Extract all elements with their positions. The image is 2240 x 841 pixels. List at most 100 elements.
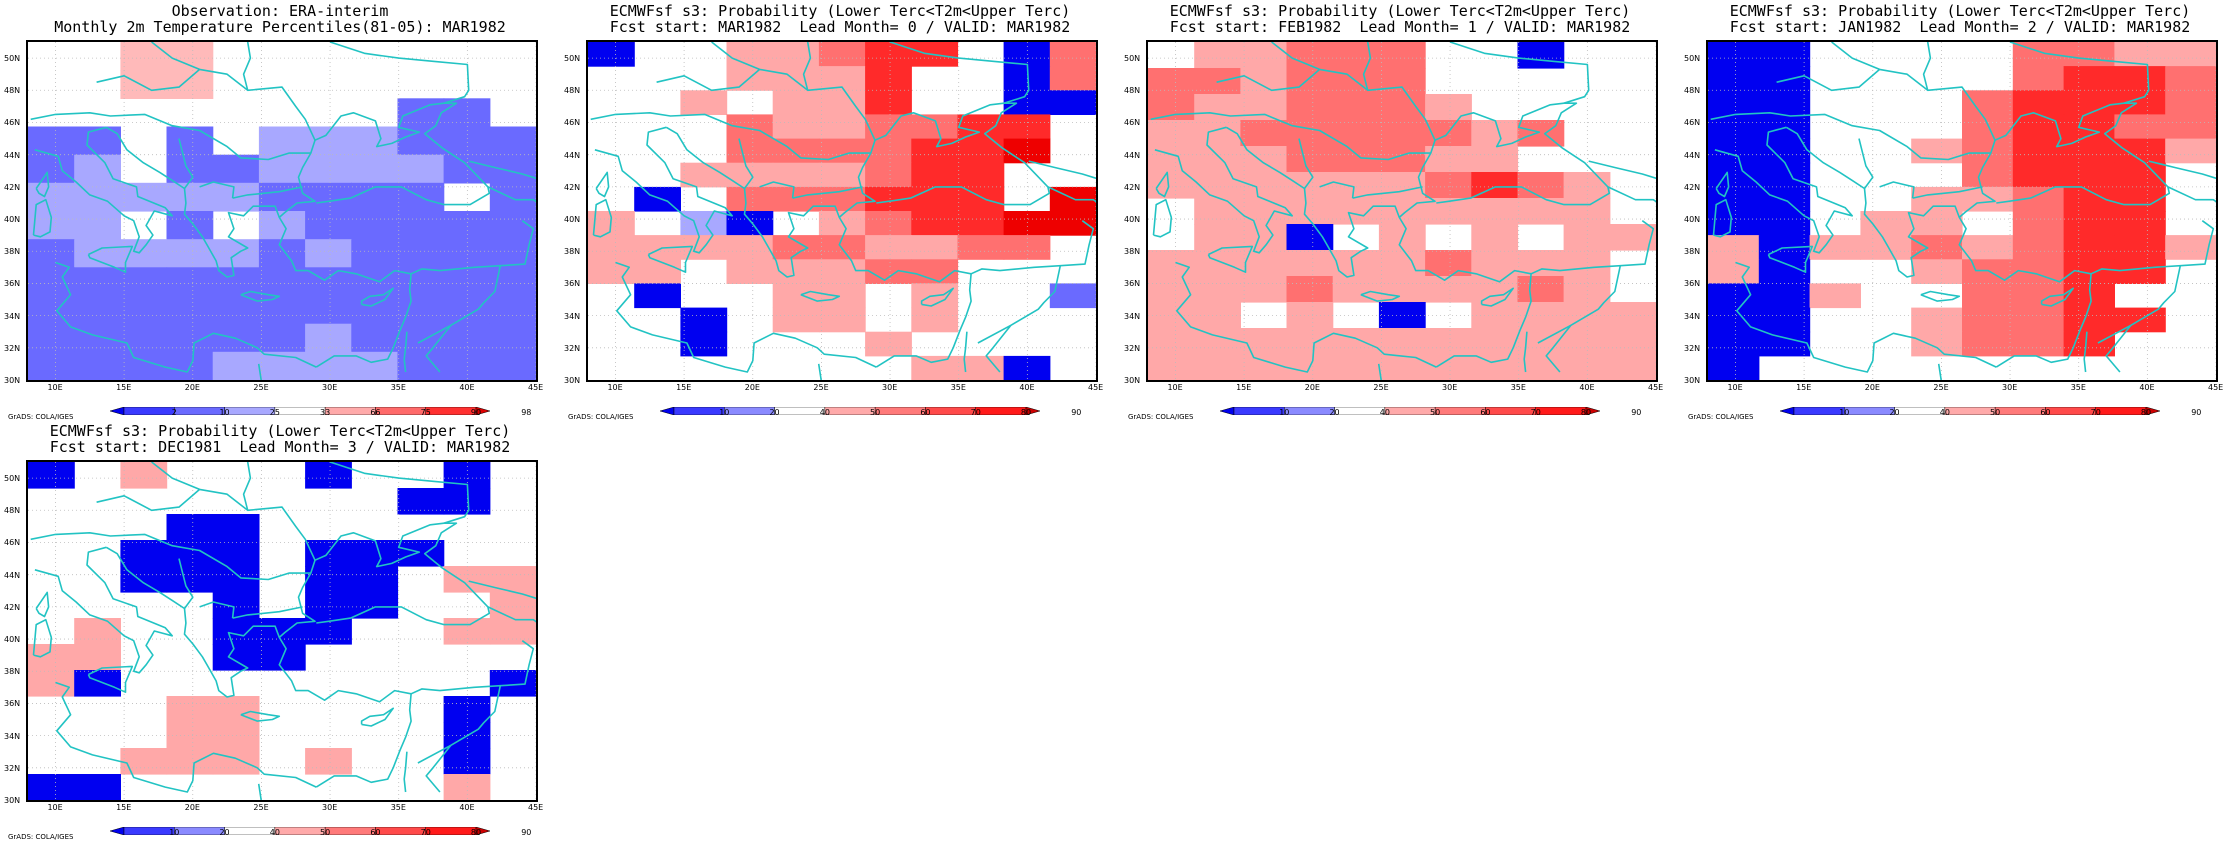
shaded-grid-cell — [166, 748, 214, 775]
lat-tick-label: 50N — [4, 54, 21, 64]
coastline — [30, 112, 311, 161]
shaded-grid-cell — [397, 239, 445, 268]
lat-tick-label: 46N — [4, 118, 21, 128]
panel-lead-2: ECMWFsf s3: Probability (Lower Terc<T2m<… — [1680, 0, 2240, 422]
shaded-grid-cell — [818, 283, 866, 309]
shaded-grid-cell — [1378, 328, 1426, 355]
coastline — [1480, 287, 1515, 307]
colorbar-tick-label: 90 — [1631, 408, 1642, 417]
shaded-grid-cell — [1471, 120, 1519, 147]
shaded-grid-cell — [911, 114, 959, 140]
colorbar-tick-label: 10 — [169, 828, 180, 837]
coastline — [1920, 290, 1961, 302]
coastline — [1271, 42, 1320, 71]
colorbar-swatch — [475, 826, 491, 836]
shaded-grid-cell — [1911, 186, 1963, 212]
coastline — [1879, 181, 1915, 199]
lat-tick-label: 40N — [1684, 215, 1701, 225]
shaded-grid-cell — [74, 644, 121, 671]
shaded-grid-cell — [74, 351, 121, 380]
colorbar-svg — [1219, 406, 1601, 416]
shaded-grid-cell — [1517, 276, 1565, 303]
shaded-grid-cell — [1609, 354, 1656, 380]
shaded-grid-cell — [1609, 328, 1656, 355]
shaded-grid-cell — [305, 566, 352, 593]
coastline — [450, 265, 502, 326]
shaded-grid-cell — [772, 283, 820, 309]
shaded-grid-cell — [397, 211, 445, 240]
lat-tick-label: 32N — [4, 343, 21, 353]
coastline — [1319, 181, 1355, 199]
shaded-grid-cell — [258, 239, 306, 268]
coastline — [1362, 42, 1372, 91]
shaded-grid-cell — [2114, 259, 2166, 284]
shaded-grid-cell — [1286, 302, 1334, 329]
coastline — [977, 324, 1012, 344]
shaded-grid-cell — [865, 138, 912, 164]
lat-tick-label: 50N — [4, 474, 21, 484]
shaded-grid-cell — [1758, 331, 1811, 357]
coastline — [889, 42, 1030, 104]
colorbar-tick-label: 80 — [1580, 408, 1592, 417]
shaded-grid-cell — [1378, 172, 1426, 199]
colorbar-swatch — [1585, 406, 1601, 416]
lat-tick-label: 38N — [564, 247, 581, 257]
shaded-grid-cell — [1911, 307, 1963, 333]
shaded-grid-cell — [443, 239, 491, 268]
shaded-grid-cell — [1003, 355, 1051, 380]
lon-tick-label: 40E — [1019, 383, 1035, 392]
shaded-grid-cell — [1240, 354, 1288, 380]
shaded-grid-cell — [443, 267, 491, 297]
shaded-grid-cell — [2063, 331, 2115, 357]
shaded-grid-cell — [120, 540, 168, 567]
shaded-grid-cell — [865, 42, 912, 67]
coastline — [403, 751, 408, 793]
colorbar-tick-label: 90 — [2191, 408, 2202, 417]
lon-tick-label: 20E — [184, 383, 200, 392]
shaded-grid-cell — [1471, 146, 1519, 173]
shaded-grid-cell — [489, 618, 536, 645]
colorbar-svg — [109, 826, 491, 836]
shaded-grid-cell — [351, 239, 399, 268]
shaded-grid-cell — [957, 138, 1005, 164]
coastline — [2009, 42, 2150, 104]
colorbar: 2 10 25 33 66 75 90 98 — [109, 400, 531, 417]
shaded-grid-cell — [2012, 66, 2065, 91]
lon-tick-label: 30E — [882, 383, 898, 392]
coastline — [417, 744, 452, 764]
colorbar-tick-label: 10 — [1839, 408, 1850, 417]
shaded-grid-cell — [212, 618, 260, 645]
coastline — [487, 186, 536, 203]
shaded-grid-cell — [2012, 162, 2065, 188]
colorbar-tick-label: 40 — [819, 408, 830, 417]
shaded-grid-cell — [351, 540, 399, 567]
grads-credit: GrADS: COLA/IGES — [8, 833, 74, 841]
lon-tick-label: 15E — [676, 383, 692, 392]
lat-tick-label: 36N — [564, 279, 581, 289]
colorbar-tick-label: 70 — [970, 408, 981, 417]
coastline — [178, 558, 194, 609]
colorbar-tick-label: 98 — [521, 408, 532, 417]
coastline — [30, 532, 311, 581]
shaded-grid-cell — [166, 323, 214, 353]
coastline — [96, 488, 316, 561]
shaded-grid-cell — [305, 295, 352, 325]
lat-tick-label: 44N — [1684, 150, 1701, 160]
shaded-grid-cell — [1286, 94, 1334, 121]
map-frame — [1706, 40, 2218, 382]
colorbar-tick-label: 60 — [1480, 408, 1491, 417]
colorbar-svg — [1779, 406, 2161, 416]
coastline — [199, 601, 235, 619]
coastline — [242, 42, 252, 91]
shaded-grid-cell — [1758, 90, 1811, 115]
shaded-grid-cell — [818, 114, 866, 140]
shaded-grid-cell — [2063, 211, 2115, 236]
shaded-grid-cell — [74, 323, 121, 353]
coastline — [1377, 363, 1382, 380]
coastline — [1298, 138, 1314, 189]
panel-title-line1: ECMWFsf s3: Probability (Lower Terc<T2m<… — [1169, 2, 1631, 20]
coastline — [838, 216, 972, 368]
shaded-grid-cell — [1563, 198, 1611, 225]
shaded-grid-cell — [726, 259, 774, 284]
lat-tick-label: 32N — [4, 763, 21, 773]
